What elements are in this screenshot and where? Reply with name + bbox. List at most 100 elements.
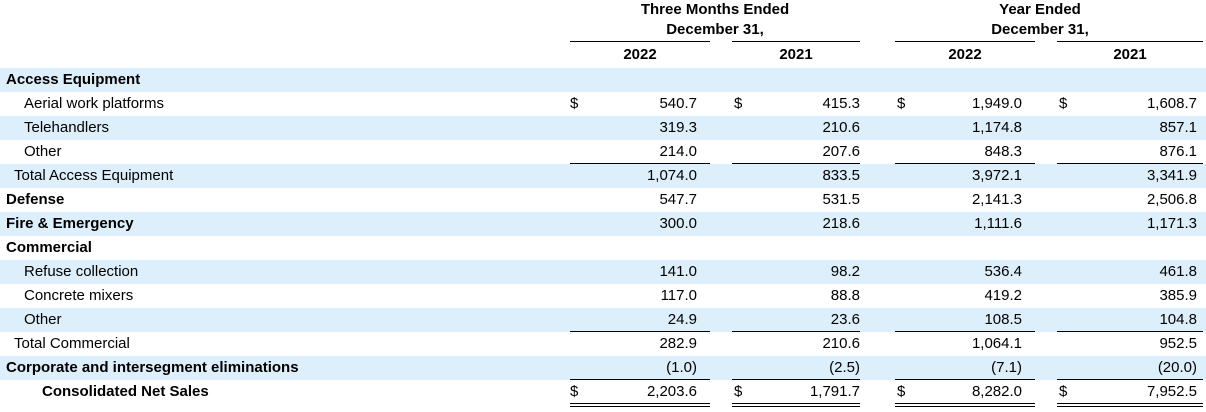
row-label: Telehandlers [24,119,110,136]
cell-value: 2,141.3 [971,191,1022,208]
total-rule [1057,331,1203,332]
cell-value: 1,111.6 [974,215,1022,232]
total-rule [895,379,1035,380]
cell-value: 848.3 [984,143,1022,160]
currency-symbol: $ [897,383,906,400]
header-year-line2: December 31, [991,21,1089,38]
cell-value: 210.6 [822,119,860,136]
total-rule [570,379,710,380]
row-label: Other [24,143,62,160]
total-rule [570,403,710,404]
row-label: Concrete mixers [24,287,134,304]
total-rule [895,163,1035,164]
cell-value: 3,341.9 [1146,167,1197,184]
year-rule [732,41,860,42]
cell-value: 214.0 [659,143,697,160]
cell-value: 531.5 [822,191,860,208]
table-row: Consolidated Net Sales $2,203.6 $1,791.7 $8… [0,380,1206,404]
row-label: Consolidated Net Sales [42,383,209,400]
cell-value: 547.7 [659,191,697,208]
cell-value: (1.0) [666,359,697,376]
cell-value: 461.8 [1159,263,1197,280]
header-year: Year Ended December 31, [895,0,1185,40]
cell-value: 8,282.0 [971,383,1022,400]
row-label: Total Access Equipment [14,167,174,184]
row-label: Fire & Emergency [6,215,134,232]
currency-symbol: $ [734,95,743,112]
total-rule [1057,379,1203,380]
currency-symbol: $ [1059,383,1068,400]
currency-symbol: $ [570,383,579,400]
cell-value: 282.9 [659,335,697,352]
total-rule [732,379,860,380]
cell-value: 3,972.1 [971,167,1022,184]
cell-value: 1,949.0 [971,95,1022,112]
cell-value: 207.6 [822,143,860,160]
cell-value: 319.3 [659,119,697,136]
cell-value: (20.0) [1157,359,1197,376]
currency-symbol: $ [897,95,906,112]
header-three-months-line2: December 31, [666,21,764,38]
total-rule [732,331,860,332]
row-label: Aerial work platforms [24,95,165,112]
total-rule [895,331,1035,332]
table-row: Concrete mixers 117.0 88.8 419.2 385.9 [0,284,1206,308]
cell-value: 141.0 [659,263,697,280]
year-header: 2021 [1113,46,1147,63]
total-rule [1057,403,1203,404]
header-year-line1: Year Ended [999,1,1081,18]
cell-value: 108.5 [984,311,1022,328]
year-header: 2021 [779,46,813,63]
cell-value: 88.8 [830,287,860,304]
double-rule [732,406,860,407]
header-three-months-line1: Three Months Ended [640,1,790,18]
cell-value: 300.0 [659,215,697,232]
cell-value: 218.6 [822,215,860,232]
cell-value: 24.9 [667,311,697,328]
year-header: 2022 [948,46,982,63]
cell-value: 7,952.5 [1146,383,1197,400]
currency-symbol: $ [570,95,579,112]
row-label: Other [24,311,62,328]
row-label: Corporate and intersegment eliminations [6,359,299,376]
cell-value: (7.1) [991,359,1022,376]
cell-value: 2,203.6 [646,383,697,400]
total-rule [895,403,1035,404]
table-row: Defense 547.7 531.5 2,141.3 2,506.8 [0,188,1206,212]
total-rule [732,403,860,404]
year-rule [895,41,1035,42]
row-label: Commercial [6,239,92,256]
cell-value: 540.7 [659,95,697,112]
cell-value: 1,064.1 [971,335,1022,352]
table-row: Telehandlers 319.3 210.6 1,174.8 857.1 [0,116,1206,140]
cell-value: 419.2 [984,287,1022,304]
cell-value: 2,506.8 [1146,191,1197,208]
cell-value: 876.1 [1159,143,1197,160]
total-rule [570,163,710,164]
cell-value: 23.6 [830,311,860,328]
table-row: Access Equipment [0,68,1206,92]
total-rule [732,163,860,164]
row-label: Access Equipment [6,71,141,88]
double-rule [895,406,1035,407]
cell-value: 415.3 [822,95,860,112]
table-row: Corporate and intersegment eliminations (… [0,356,1206,380]
row-label: Total Commercial [14,335,130,352]
cell-value: 1,791.7 [809,383,860,400]
table-row: Other 214.0 207.6 848.3 876.1 [0,140,1206,164]
cell-value: 536.4 [984,263,1022,280]
cell-value: 833.5 [822,167,860,184]
cell-value: 1,608.7 [1146,95,1197,112]
cell-value: 1,074.0 [646,167,697,184]
total-rule [570,331,710,332]
cell-value: 857.1 [1159,119,1197,136]
currency-symbol: $ [1059,95,1068,112]
table-row: Refuse collection 141.0 98.2 536.4 461.8 [0,260,1206,284]
table-row: Total Access Equipment 1,074.0 833.5 3,972.… [0,164,1206,188]
double-rule [1057,406,1203,407]
cell-value: 1,171.3 [1146,215,1197,232]
cell-value: 104.8 [1159,311,1197,328]
double-rule [570,406,710,407]
year-rule [1057,41,1203,42]
cell-value: (2.5) [829,359,860,376]
